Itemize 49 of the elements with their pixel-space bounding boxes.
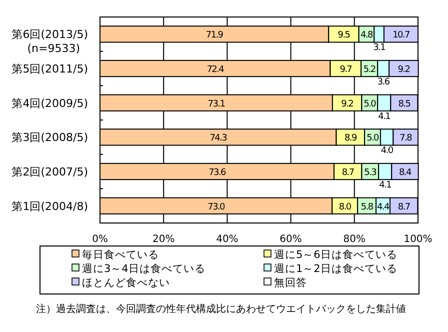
y-tick-label: 第4回(2009/5) [12, 96, 88, 110]
data-label: 7.8 [400, 134, 413, 144]
data-label: 5.0 [366, 134, 380, 144]
data-label: 8.9 [344, 134, 358, 144]
x-tick-label: 60% [280, 234, 302, 245]
data-label: 73.1 [208, 99, 225, 110]
x-tick-label: 100% [404, 234, 432, 245]
data-label: 8.0 [338, 202, 352, 212]
x-tick-label: 0% [92, 234, 108, 245]
data-label: 74.3 [210, 134, 227, 144]
data-label: 8.7 [398, 202, 410, 212]
data-label: 5.0 [364, 99, 377, 110]
legend-label: 毎日食べている [82, 249, 159, 261]
data-label: 3.1 [373, 43, 386, 54]
y-tick-label: 第6回(2013/5) (n=9533) [12, 28, 88, 56]
legend-label: 無回答 [274, 277, 307, 289]
data-label: 72.4 [206, 65, 225, 75]
data-label: 4.1 [378, 112, 390, 122]
data-label: 71.9 [206, 30, 224, 41]
data-label: 8.5 [398, 99, 410, 110]
data-label: 9.7 [340, 65, 352, 75]
data-label: 73.6 [208, 168, 227, 178]
data-label: 9.5 [338, 30, 350, 41]
data-label: 10.7 [392, 30, 410, 41]
legend-label: 週に5～6日は食べている [274, 249, 398, 261]
data-label: 3.6 [377, 78, 390, 88]
data-label: 9.2 [398, 65, 410, 75]
data-label: 9.2 [341, 99, 354, 110]
data-label: 8.4 [399, 168, 412, 178]
data-label: 4.4 [377, 202, 390, 212]
y-tick-label: 第1回(2004/8) [12, 200, 88, 213]
data-label: 5.3 [364, 168, 376, 178]
legend-label: 週に1～2日は食べている [274, 263, 398, 275]
legend-label: ほとんど食べない [82, 277, 170, 289]
data-label: 5.8 [360, 202, 374, 212]
text: 注）過去調査は、今回調査の性年代構成比にあわせてウエイトバックをした集計値 [36, 303, 406, 315]
data-label: 4.0 [380, 146, 394, 156]
data-label: 8.7 [342, 168, 354, 178]
x-tick-label: 40% [216, 234, 238, 245]
data-label: 5.2 [363, 65, 376, 75]
x-tick-label: 80% [343, 234, 366, 245]
y-tick-label: 第2回(2007/5) [12, 166, 88, 178]
legend-label: 週に3～4日は食べている [82, 263, 206, 275]
y-tick-label: 第3回(2008/5) [12, 131, 88, 144]
data-label: 73.0 [208, 202, 226, 212]
x-tick-label: 20% [152, 234, 175, 245]
data-label: 4.1 [379, 180, 392, 191]
y-tick-label: 第5回(2011/5) [12, 62, 88, 76]
data-label: 4.8 [360, 30, 374, 41]
